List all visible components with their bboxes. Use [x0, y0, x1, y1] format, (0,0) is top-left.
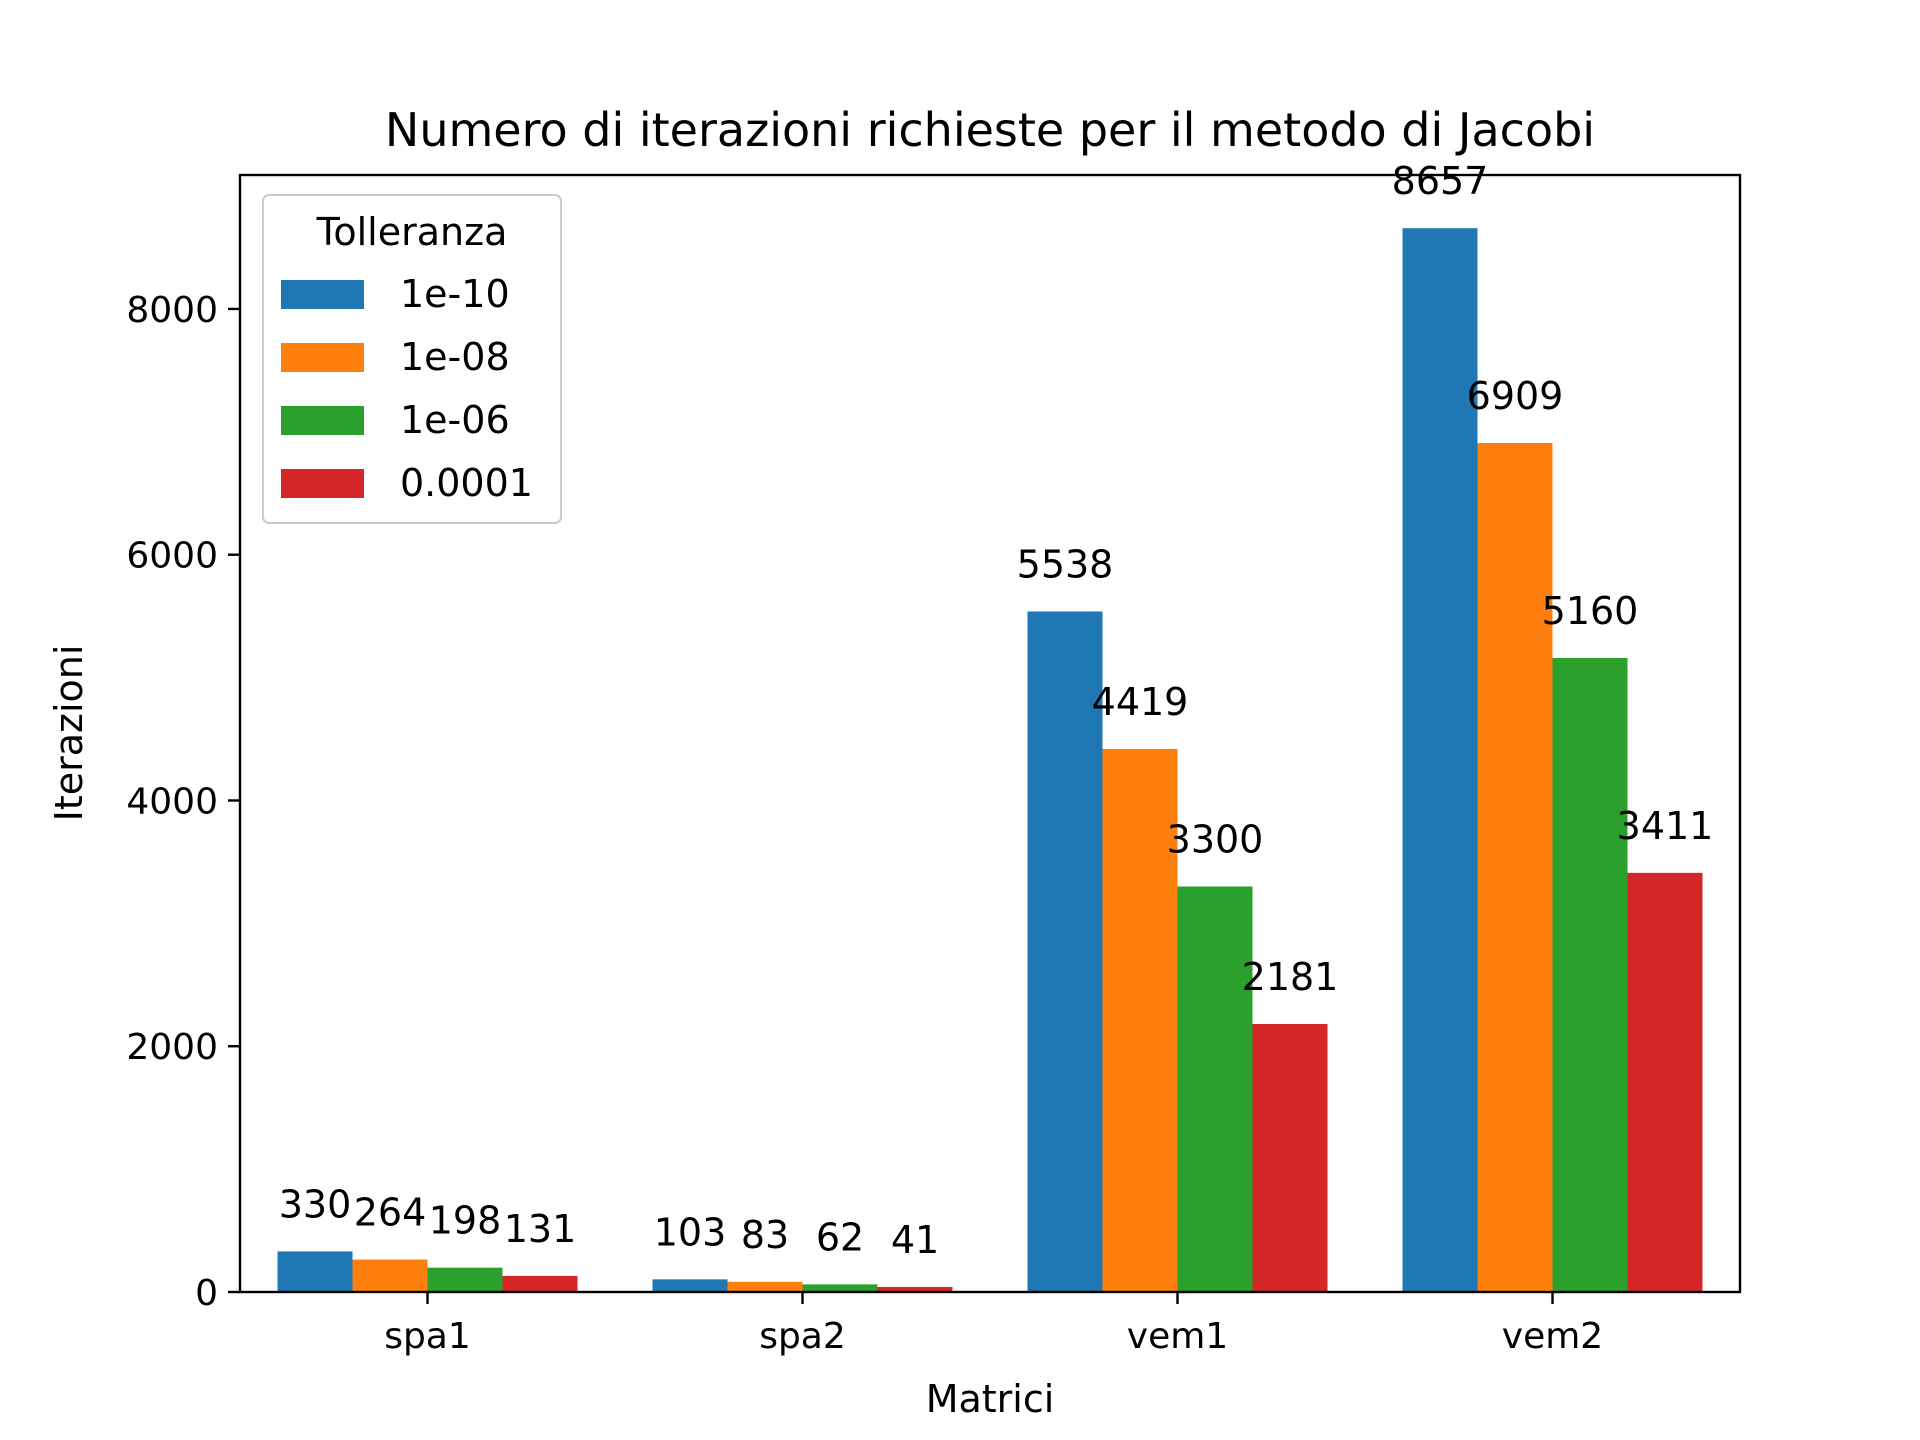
y-tick-label: 8000: [126, 290, 218, 331]
legend-label-1e-10: 1e-10: [400, 272, 510, 316]
data-labels-layer: 330 103 5538 8657 264 83 4419 6909 198 62 3300 5160…: [279, 159, 1714, 1262]
bar-spa1-1e-10: [277, 1251, 353, 1292]
data-label-vem1-1e-08: 4419: [1092, 680, 1189, 724]
data-label-vem2-1e-08: 6909: [1467, 374, 1564, 418]
bar-vem2-1e-10: [1402, 228, 1478, 1293]
x-tick-label-spa1: spa1: [384, 1316, 471, 1357]
bar-vem2-1e-06: [1552, 657, 1628, 1292]
bars-layer: [277, 228, 1703, 1293]
data-label-vem2-1e-06: 5160: [1542, 589, 1639, 633]
data-label-vem1-1e-06: 3300: [1167, 817, 1264, 861]
legend-swatch-1e-10: [281, 280, 364, 309]
legend-box: [262, 194, 562, 524]
x-tick-label-spa2: spa2: [759, 1316, 846, 1357]
data-label-spa1-1e-06: 198: [429, 1199, 502, 1243]
data-label-spa2-1e-06: 62: [816, 1215, 864, 1259]
y-axis: 0 2000 4000 6000 8000: [126, 290, 240, 1314]
data-label-spa1-1e-08: 264: [354, 1191, 427, 1235]
bar-vem2-1e-08: [1477, 443, 1553, 1293]
bar-spa2-1e-06: [802, 1284, 878, 1292]
legend: Tolleranza 1e-10 1e-08 1e-06 0.0001: [262, 194, 562, 524]
data-label-vem1-1e-10: 5538: [1017, 542, 1114, 586]
bar-vem1-1e-06: [1177, 886, 1253, 1292]
legend-label-1e-08: 1e-08: [400, 335, 510, 379]
data-label-spa2-1e-08: 83: [741, 1213, 789, 1257]
bar-spa1-0.0001: [502, 1275, 578, 1292]
y-tick-label: 4000: [126, 781, 218, 822]
data-label-vem1-0.0001: 2181: [1242, 955, 1339, 999]
legend-swatch-0.0001: [281, 469, 364, 498]
bar-spa2-1e-08: [727, 1281, 803, 1292]
bar-vem1-1e-10: [1027, 611, 1103, 1292]
y-tick-label: 2000: [126, 1027, 218, 1068]
data-label-spa1-0.0001: 131: [504, 1207, 577, 1251]
bar-spa1-1e-06: [427, 1267, 503, 1292]
bar-vem1-0.0001: [1252, 1023, 1328, 1292]
bar-spa1-1e-08: [352, 1259, 428, 1292]
bar-spa2-1e-10: [652, 1279, 728, 1292]
y-axis-label: Iterazioni: [47, 645, 91, 822]
legend-swatch-1e-08: [281, 343, 364, 372]
data-label-vem2-0.0001: 3411: [1617, 804, 1714, 848]
plot-frame: [238, 173, 1742, 1294]
x-tick-label-vem1: vem1: [1127, 1316, 1228, 1357]
bar-spa2-0.0001: [877, 1286, 953, 1292]
bar-vem2-0.0001: [1627, 872, 1703, 1292]
data-label-vem2-1e-10: 8657: [1392, 159, 1489, 203]
x-axis: spa1 spa2 vem1 vem2: [384, 1292, 1603, 1357]
x-axis-label: Matrici: [926, 1377, 1055, 1421]
legend-swatch-1e-06: [281, 406, 364, 435]
data-label-spa2-0.0001: 41: [891, 1218, 939, 1262]
x-tick-label-vem2: vem2: [1502, 1316, 1603, 1357]
legend-label-0.0001: 0.0001: [400, 461, 533, 505]
data-label-spa1-1e-10: 330: [279, 1182, 352, 1226]
legend-label-1e-06: 1e-06: [400, 398, 510, 442]
y-tick-label: 6000: [126, 536, 218, 577]
data-label-spa2-1e-10: 103: [654, 1210, 727, 1254]
legend-title: Tolleranza: [316, 210, 508, 254]
y-tick-label: 0: [195, 1273, 218, 1314]
bar-vem1-1e-08: [1102, 748, 1178, 1292]
chart-title: Numero di iterazioni richieste per il me…: [385, 103, 1595, 157]
